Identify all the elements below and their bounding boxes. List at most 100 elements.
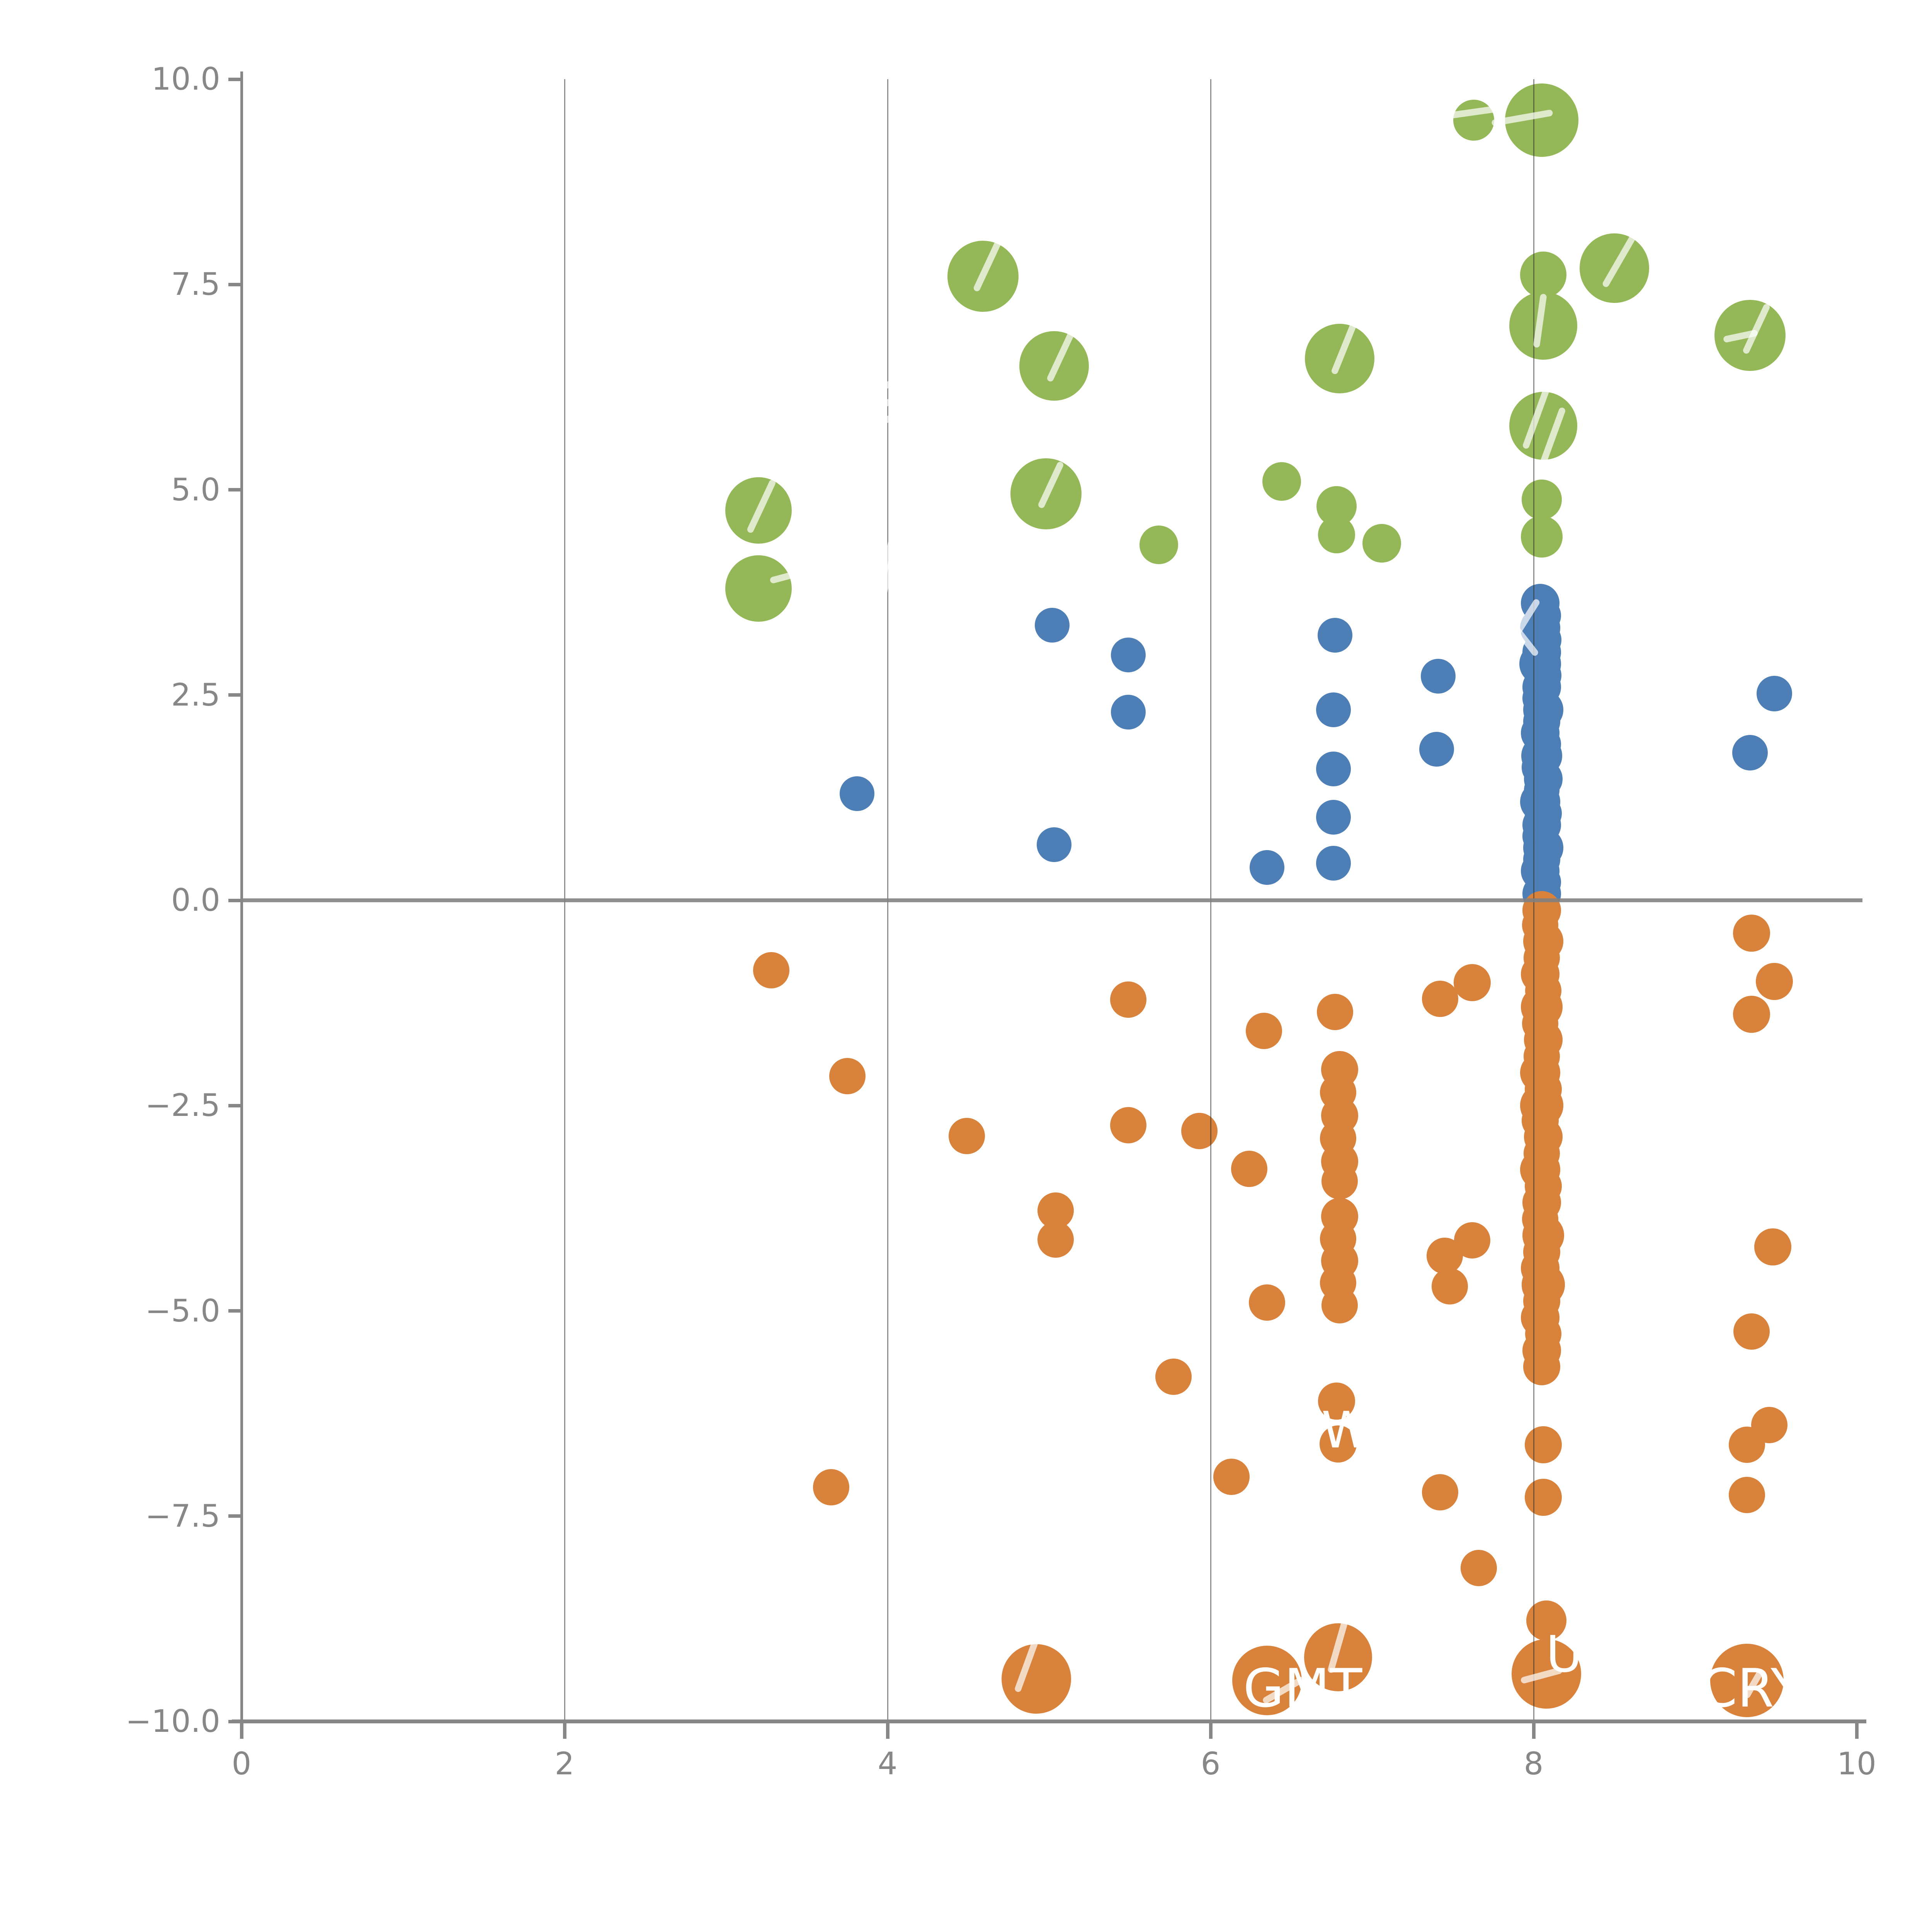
scatter-dot-blue: [1036, 827, 1071, 862]
y-tick-label: 2.5: [171, 677, 220, 713]
x-tick: [1855, 1723, 1859, 1739]
scatter-dot-orange: [1037, 1221, 1074, 1258]
dot-label-w: W: [1321, 1400, 1371, 1459]
scatter-dot-orange: [1245, 1012, 1282, 1049]
scatter-dot-blue: [1035, 608, 1070, 643]
scatter-dot-blue: [1111, 695, 1146, 730]
scatter-dot-orange: [948, 1117, 985, 1154]
scatter-dot-green: [725, 555, 792, 622]
x-tick-label: 8: [1524, 1746, 1544, 1782]
y-tick: [228, 1309, 242, 1313]
scatter-dot-orange: [1427, 1238, 1463, 1274]
scatter-dot-orange: [1431, 1268, 1468, 1304]
scatter-dot-blue: [1316, 752, 1351, 786]
scatter-dot-orange: [753, 952, 790, 988]
y-tick-label: 7.5: [171, 266, 220, 303]
y-tick-label: 10.0: [151, 61, 220, 97]
y-tick-label: 0.0: [171, 882, 220, 918]
scatter-dot-orange: [1110, 981, 1146, 1018]
scatter-dot-blue: [1111, 637, 1146, 672]
scatter-dot-orange: [1155, 1358, 1192, 1395]
zero-line: [242, 898, 1862, 902]
scatter-dot-orange: [1460, 1549, 1497, 1586]
y-tick-label: 5.0: [171, 471, 220, 508]
y-tick: [228, 693, 242, 697]
y-tick: [228, 488, 242, 492]
scatter-dot-orange: [1321, 1163, 1358, 1199]
scatter-dot-orange: [1754, 1228, 1791, 1265]
x-tick: [240, 1723, 243, 1739]
scatter-dot-orange: [829, 1058, 866, 1094]
scatter-dot-blue: [1421, 658, 1456, 694]
x-tick-label: 6: [1201, 1746, 1221, 1782]
y-tick: [228, 282, 242, 286]
scatter-dot-orange: [1733, 996, 1770, 1033]
scatter-dot-blue: [1732, 735, 1768, 770]
scatter-dot-orange: [1733, 915, 1770, 952]
scatter-dot-blue: [1317, 617, 1352, 653]
scatter-dot-blue: [1316, 846, 1351, 881]
y-tick: [228, 1719, 242, 1723]
scatter-dot-orange: [1249, 1284, 1286, 1321]
x-tick-label: 4: [878, 1746, 898, 1782]
y-axis-spine: [240, 71, 243, 1721]
x-tick: [886, 1723, 889, 1739]
scatter-dot-orange: [1213, 1458, 1250, 1495]
scatter-dot-orange: [1728, 1476, 1765, 1513]
scatter-dot-orange: [1733, 1313, 1770, 1350]
scatter-dot-orange: [1755, 963, 1793, 1000]
scatter-dot-green: [1318, 516, 1355, 554]
x-axis-spine: [232, 1719, 1866, 1723]
y-tick: [228, 1514, 242, 1518]
scatter-dot-green: [1520, 515, 1563, 558]
dot-label-cry: CRY: [1700, 1658, 1803, 1719]
scatter-dot-blue: [1419, 732, 1454, 767]
dot-label-gmt: GMT: [1243, 1658, 1362, 1719]
scatter-dot-green: [1262, 462, 1301, 501]
scatter-dot-green: [1362, 524, 1401, 563]
scatter-dot-blue: [839, 776, 874, 811]
x-tick: [563, 1723, 566, 1739]
x-tick: [1532, 1723, 1536, 1739]
dot-label-u: U: [1546, 1624, 1583, 1684]
y-tick-label: −2.5: [145, 1087, 220, 1124]
scatter-dot-orange: [1181, 1113, 1218, 1150]
scatter-dot-orange: [1318, 1383, 1355, 1420]
y-tick: [228, 77, 242, 81]
scatter-dot-orange: [1422, 1474, 1458, 1511]
y-tick: [228, 898, 242, 902]
scatter-dot-orange: [1710, 1643, 1784, 1717]
scatter-dot-orange: [1523, 1348, 1560, 1385]
x-tick-label: 0: [231, 1746, 252, 1782]
x-tick-label: 10: [1837, 1746, 1876, 1782]
scatter-dot-orange: [1454, 964, 1491, 1001]
y-tick-label: −10.0: [125, 1703, 220, 1739]
scatter-dot-orange: [1232, 1645, 1302, 1715]
y-tick-label: −7.5: [145, 1498, 220, 1534]
scatter-dot-orange: [1728, 1426, 1765, 1463]
scatter-dot-orange: [1001, 1644, 1071, 1714]
scatter-dot-orange: [1321, 1287, 1358, 1323]
scatter-dot-blue: [1316, 800, 1351, 835]
scatter-dot-blue: [1316, 692, 1351, 727]
scatter-dot-green: [1520, 251, 1567, 298]
scatter-dot-orange: [1320, 1425, 1357, 1463]
scatter-dot-blue: [1756, 675, 1792, 711]
scatter-dot-blue: [1250, 850, 1285, 885]
scatter-dot-green: [1139, 525, 1179, 564]
scatter-dot-orange: [1110, 1107, 1146, 1144]
scatter-dot-orange: [1422, 981, 1458, 1017]
scatter-dot-green: [1521, 480, 1562, 520]
x-tick: [1209, 1723, 1213, 1739]
y-tick: [228, 1104, 242, 1107]
scatter-dot-orange: [1231, 1150, 1268, 1187]
scatter-dot-orange: [813, 1469, 849, 1506]
scatter-dot-orange: [1525, 1426, 1562, 1463]
x-tick-label: 2: [554, 1746, 575, 1782]
